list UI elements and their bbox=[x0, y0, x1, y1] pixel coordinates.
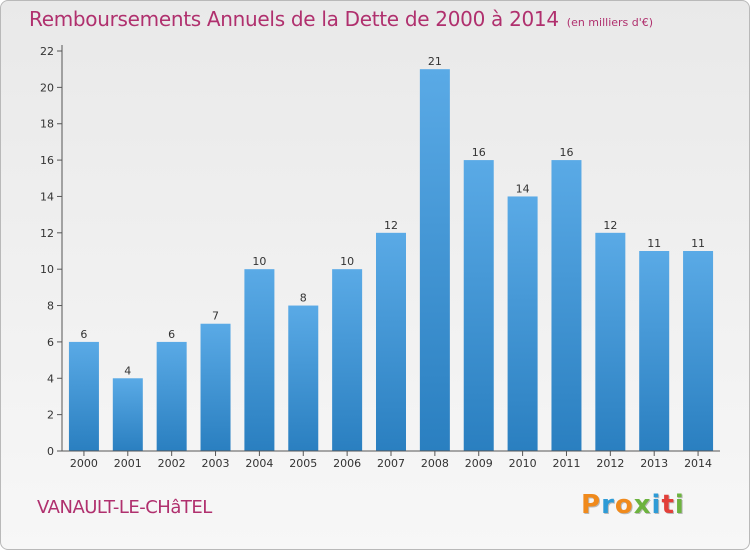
bar-value-label: 12 bbox=[603, 219, 617, 232]
x-tick-label: 2011 bbox=[552, 457, 580, 470]
y-tick-label: 6 bbox=[47, 336, 54, 349]
bar-value-label: 6 bbox=[168, 328, 175, 341]
y-tick-label: 20 bbox=[40, 81, 54, 94]
bar-value-label: 4 bbox=[124, 364, 131, 377]
bar-value-label: 16 bbox=[559, 146, 573, 159]
bar-value-label: 14 bbox=[516, 182, 530, 195]
bar bbox=[463, 160, 494, 451]
bar bbox=[683, 251, 714, 451]
x-tick-label: 2013 bbox=[640, 457, 668, 470]
x-tick-label: 2001 bbox=[114, 457, 142, 470]
x-tick-label: 2010 bbox=[509, 457, 537, 470]
brand-logo-letter: t bbox=[661, 490, 675, 520]
title-row: Remboursements Annuels de la Dette de 20… bbox=[29, 7, 653, 31]
bar bbox=[288, 305, 319, 451]
bar-value-label: 10 bbox=[252, 255, 266, 268]
x-tick-label: 2008 bbox=[421, 457, 449, 470]
x-tick-label: 2003 bbox=[202, 457, 230, 470]
x-tick-label: 2006 bbox=[333, 457, 361, 470]
y-tick-label: 10 bbox=[40, 263, 54, 276]
brand-logo-letter: P bbox=[581, 490, 602, 520]
y-tick-label: 12 bbox=[40, 227, 54, 240]
y-tick-label: 2 bbox=[47, 409, 54, 422]
bar-value-label: 11 bbox=[647, 237, 661, 250]
x-tick-label: 2012 bbox=[596, 457, 624, 470]
y-tick-label: 4 bbox=[47, 372, 54, 385]
bar-value-label: 10 bbox=[340, 255, 354, 268]
bar bbox=[200, 323, 231, 451]
y-tick-label: 14 bbox=[40, 190, 54, 203]
brand-logo-letter: r bbox=[601, 490, 615, 520]
bar bbox=[507, 196, 538, 451]
brand-logo-letter: i bbox=[651, 490, 662, 520]
bar bbox=[639, 251, 670, 451]
bar bbox=[595, 232, 626, 451]
bar bbox=[156, 341, 187, 451]
bars: 6 4 6 7 10 8 10 12 21 16 14 16 12 11 11 bbox=[68, 55, 714, 451]
bar-value-label: 8 bbox=[300, 292, 307, 305]
brand-logo-letter: o bbox=[614, 490, 634, 520]
brand-logo: Proxiti bbox=[581, 490, 685, 520]
bar bbox=[376, 232, 406, 451]
y-tick-label: 8 bbox=[47, 300, 54, 313]
y-tick-label: 16 bbox=[40, 154, 54, 167]
brand-logo-letter: x bbox=[633, 490, 652, 520]
commune-name: VANAULT-LE-CHâTEL bbox=[37, 497, 212, 518]
bar bbox=[332, 269, 363, 451]
bar-value-label: 7 bbox=[212, 310, 219, 323]
x-tick-label: 2004 bbox=[245, 457, 273, 470]
x-tick-label: 2007 bbox=[377, 457, 405, 470]
bar-value-label: 16 bbox=[472, 146, 486, 159]
bar bbox=[68, 341, 99, 451]
x-axis: 2000 2001 2002 2003 2004 2005 2006 2007 2008 2009… bbox=[62, 450, 720, 470]
x-tick-label: 2000 bbox=[70, 457, 98, 470]
bar-value-label: 21 bbox=[428, 55, 442, 68]
bar-value-label: 11 bbox=[691, 237, 705, 250]
y-tick-label: 18 bbox=[40, 118, 54, 131]
chart-subtitle: (en milliers d'€) bbox=[566, 16, 654, 29]
x-tick-label: 2002 bbox=[158, 457, 186, 470]
x-tick-label: 2009 bbox=[465, 457, 493, 470]
chart-title: Remboursements Annuels de la Dette de 20… bbox=[29, 7, 559, 31]
y-tick-label: 22 bbox=[40, 45, 54, 58]
bar bbox=[244, 269, 275, 451]
y-tick-label: 0 bbox=[47, 445, 54, 458]
bar bbox=[419, 69, 450, 451]
y-axis: 0 2 4 6 8 10 12 14 16 18 20 22 bbox=[40, 45, 63, 458]
brand-logo-letter: i bbox=[674, 490, 685, 520]
x-tick-label: 2014 bbox=[684, 457, 712, 470]
bar bbox=[112, 378, 143, 451]
bar-value-label: 12 bbox=[384, 219, 398, 232]
x-tick-label: 2005 bbox=[289, 457, 317, 470]
bar-value-label: 6 bbox=[80, 328, 87, 341]
bar bbox=[551, 160, 582, 451]
